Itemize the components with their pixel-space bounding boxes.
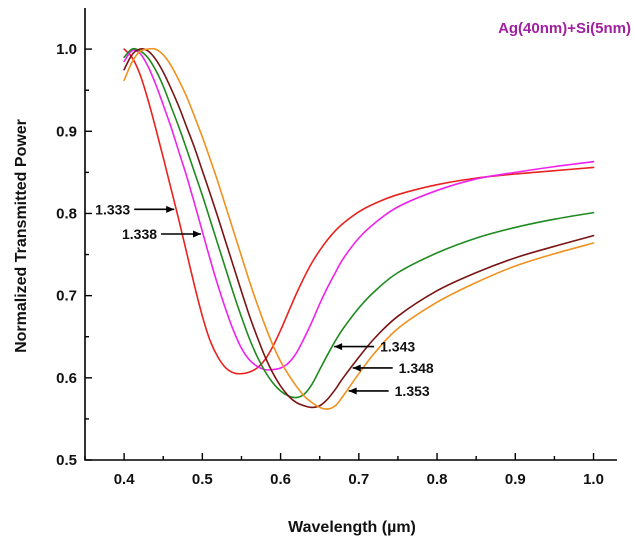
axes: 0.4 0.5 0.6 0.7 0.8 0.9 1.0 0.5 0.6 0.7 0.8 0.9 1.0 bbox=[56, 8, 617, 488]
annotation-arrowhead bbox=[166, 205, 175, 213]
series-line-1-353 bbox=[123, 47, 595, 410]
annotation-arrowhead bbox=[352, 364, 361, 372]
annotation-1-353: 1.353 bbox=[348, 383, 430, 399]
y-tick-label: 1.0 bbox=[56, 41, 77, 58]
annotation-layer: 1.333 1.338 1.343 1.348 1.353 bbox=[95, 201, 434, 399]
x-tick-label: 1.0 bbox=[583, 471, 604, 488]
annotation-1-333: 1.333 bbox=[95, 201, 175, 217]
annotation-label: 1.333 bbox=[95, 201, 130, 217]
series-line-1-338 bbox=[123, 49, 595, 371]
x-axis: 0.4 0.5 0.6 0.7 0.8 0.9 1.0 bbox=[84, 453, 604, 488]
y-axis-title: Normalized Transmitted Power bbox=[13, 119, 30, 353]
x-tick-label: 0.5 bbox=[192, 471, 213, 488]
x-axis-title: Wavelength (µm) bbox=[288, 519, 416, 536]
x-tick-label: 0.6 bbox=[270, 471, 291, 488]
series-layer bbox=[123, 47, 595, 410]
annotation-label: 1.343 bbox=[380, 339, 415, 355]
y-tick-label: 0.6 bbox=[56, 370, 77, 387]
annotation-label: 1.353 bbox=[395, 383, 430, 399]
annotation-1-348: 1.348 bbox=[352, 360, 434, 376]
x-tick-label: 0.9 bbox=[505, 471, 526, 488]
annotation-1-338: 1.338 bbox=[122, 226, 202, 242]
annotation-arrowhead bbox=[334, 343, 343, 351]
y-tick-label: 0.8 bbox=[56, 205, 77, 222]
x-tick-label: 0.4 bbox=[114, 471, 136, 488]
annotation-label: 1.348 bbox=[399, 360, 434, 376]
series-line-1-333 bbox=[123, 48, 595, 375]
y-tick-label: 0.9 bbox=[56, 123, 77, 140]
plot-title: Ag(40nm)+Si(5nm) bbox=[498, 20, 631, 37]
annotation-label: 1.338 bbox=[122, 226, 157, 242]
x-tick-label: 0.7 bbox=[348, 471, 369, 488]
annotation-arrowhead bbox=[193, 230, 202, 238]
y-axis: 0.5 0.6 0.7 0.8 0.9 1.0 bbox=[56, 41, 92, 469]
x-tick-label: 0.8 bbox=[427, 471, 448, 488]
y-tick-label: 0.7 bbox=[56, 288, 77, 305]
series-line-1-343 bbox=[123, 47, 595, 399]
annotation-1-343: 1.343 bbox=[334, 339, 415, 355]
y-tick-label: 0.5 bbox=[56, 452, 77, 469]
series-line-1-348 bbox=[123, 48, 595, 409]
annotation-arrowhead bbox=[348, 387, 357, 395]
plot-area: 1.333 1.338 1.343 1.348 1.353 bbox=[95, 47, 595, 410]
